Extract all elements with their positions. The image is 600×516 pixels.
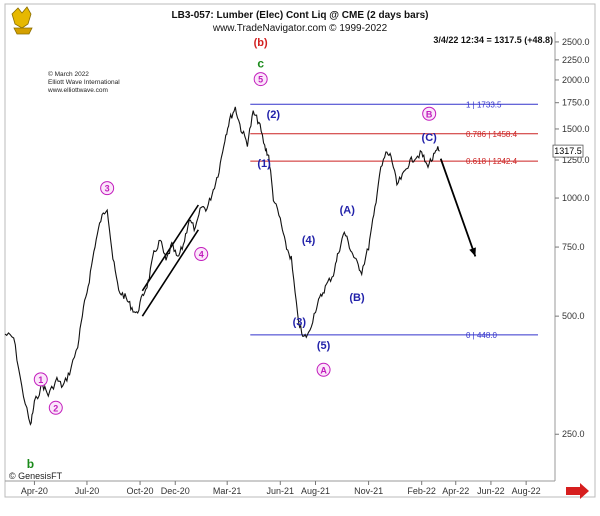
x-tick-label: Nov-21	[354, 486, 383, 496]
wave-label: b	[27, 457, 34, 471]
x-tick-label: Oct-20	[127, 486, 154, 496]
y-tick-label: 1750.0	[562, 98, 590, 108]
price-tag-box	[552, 144, 584, 158]
x-tick-label: Apr-22	[442, 486, 469, 496]
wave-label: (C)	[422, 132, 438, 144]
x-tick-label: Jul-20	[75, 486, 100, 496]
chart-frame	[4, 3, 596, 498]
x-tick-label: Jun-21	[267, 486, 295, 496]
channel-line	[141, 229, 200, 317]
y-tick-label: 750.0	[562, 242, 585, 252]
x-tick-label: Apr-20	[21, 486, 48, 496]
fib-level-label: 0.618 | 1242.4	[466, 157, 518, 166]
fib-level-label: 0 | 448.0	[466, 331, 498, 340]
trade-navigator-logo	[11, 6, 33, 35]
scroll-right-arrow-icon[interactable]	[566, 483, 589, 499]
price-series-line	[4, 106, 440, 426]
wave-label: (3)	[293, 316, 307, 328]
wave-label: A	[320, 365, 327, 375]
wave-label: (4)	[302, 234, 316, 246]
wave-label: 1	[38, 375, 43, 385]
wave-label-circle	[253, 72, 268, 87]
chart-subtitle: www.TradeNavigator.com © 1999-2022	[212, 23, 388, 34]
fib-level-label: 0.786 | 1458.4	[466, 130, 518, 139]
y-tick-label: 1500.0	[562, 124, 590, 134]
x-tick-label: Mar-21	[213, 486, 242, 496]
wave-label-circle	[48, 400, 63, 415]
wave-label-circle	[422, 106, 437, 121]
y-tick-label: 1250.0	[562, 155, 590, 165]
wave-label: (5)	[317, 340, 331, 352]
wave-label: B	[426, 109, 433, 119]
y-tick-label: 2250.0	[562, 55, 590, 65]
projection-arrow-head	[469, 247, 476, 257]
wave-label: c	[257, 57, 264, 71]
x-tick-label: Dec-20	[161, 486, 190, 496]
footer-source: © GenesisFT	[9, 471, 63, 481]
x-tick-label: Jun-22	[477, 486, 505, 496]
y-tick-label: 2500.0	[562, 37, 590, 47]
x-tick-label: Feb-22	[407, 486, 436, 496]
y-tick-label: 2000.0	[562, 75, 590, 85]
wave-label: 3	[105, 184, 110, 194]
projection-arrow-line	[439, 158, 477, 257]
x-tick-label: Aug-22	[512, 486, 541, 496]
wave-label: (b)	[254, 37, 268, 49]
chart-title: LB3-057: Lumber (Elec) Cont Liq @ CME (2…	[171, 10, 428, 21]
wave-label: (1)	[257, 158, 271, 170]
x-tick-label: Aug-21	[301, 486, 330, 496]
wave-label: 5	[258, 75, 263, 85]
copyright-line-3: www.elliottwave.com	[47, 87, 108, 94]
y-tick-label: 250.0	[562, 429, 585, 439]
wave-label: 4	[199, 250, 204, 260]
copyright-line-1: © March 2022	[48, 70, 89, 78]
wave-label-circle	[33, 372, 48, 387]
wave-label: 2	[53, 403, 58, 413]
wave-label: (2)	[267, 109, 281, 121]
wave-label-circle	[100, 181, 115, 196]
wave-label: (B)	[349, 292, 365, 304]
y-tick-label: 500.0	[562, 311, 585, 321]
quote-readout: 3/4/22 12:34 = 1317.5 (+48.8)	[433, 35, 553, 45]
y-tick-label: 1000.0	[562, 193, 590, 203]
wave-label: (A)	[340, 204, 356, 216]
wave-label-circle	[316, 362, 331, 377]
fib-level-label: 1 | 1733.5	[466, 100, 502, 109]
price-tag: 1317.5	[552, 144, 584, 158]
price-tag-text: 1317.5	[554, 146, 582, 156]
wave-label-circle	[194, 247, 209, 262]
copyright-line-2: Elliott Wave International	[48, 79, 120, 86]
